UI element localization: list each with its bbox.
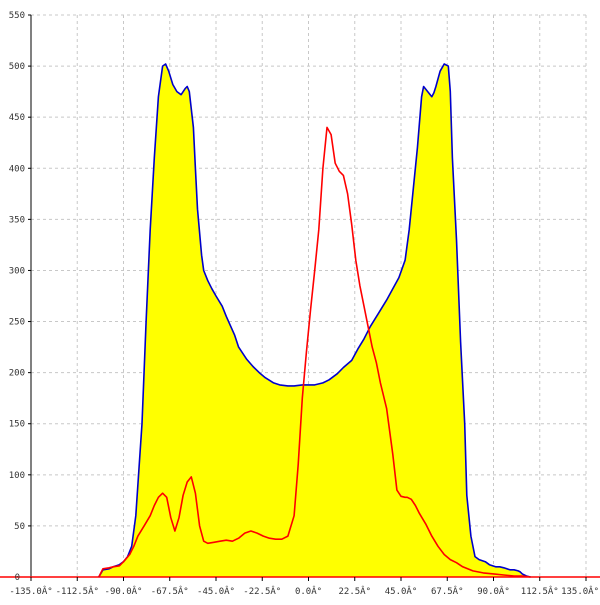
y-tick-label-3: 200 (9, 369, 25, 379)
x-tick-label-12: 135.0Â° (561, 585, 599, 597)
label-layer: 50 100 150 200 250 300 350 400 450 500 550 0 -135.0Â… (9, 11, 599, 597)
x-tick-label-7: 22.5Â° (338, 585, 371, 597)
series-0-area (98, 64, 531, 577)
y-tick-label-7: 400 (9, 164, 25, 174)
x-tick-label-5: -22.5Â° (243, 585, 281, 597)
x-tick-label-8: 45.0Â° (385, 585, 418, 597)
y-tick-label-8: 450 (9, 113, 25, 123)
x-tick-label-11: 112.5Â° (521, 585, 559, 597)
y-tick-label-10: 550 (9, 11, 25, 21)
y-tick-label-zero: 0 (15, 573, 20, 583)
x-tick-label-3: -67.5Â° (151, 585, 189, 597)
x-tick-label-1: -112.5Â° (56, 585, 99, 597)
x-tick-label-2: -90.0Â° (105, 585, 143, 597)
y-tick-label-0: 50 (14, 522, 25, 532)
x-tick-label-10: 90.0Â° (477, 585, 510, 597)
y-tick-label-2: 150 (9, 420, 25, 430)
area-layer (98, 64, 531, 577)
axes-layer (0, 14, 600, 581)
line-layer (98, 63, 531, 578)
x-tick-label-6: 0.0Â° (295, 585, 322, 597)
y-tick-label-9: 500 (9, 62, 25, 72)
x-tick-label-9: 67.5Â° (431, 585, 464, 597)
y-tick-label-6: 350 (9, 215, 25, 225)
x-tick-label-0: -135.0Â° (9, 585, 52, 597)
y-tick-label-1: 100 (9, 471, 25, 481)
series-0-line (98, 63, 531, 578)
x-tick-label-4: -45.0Â° (197, 585, 235, 597)
series-1-line (98, 126, 531, 578)
y-tick-label-4: 250 (9, 318, 25, 328)
y-tick-label-5: 300 (9, 266, 25, 276)
